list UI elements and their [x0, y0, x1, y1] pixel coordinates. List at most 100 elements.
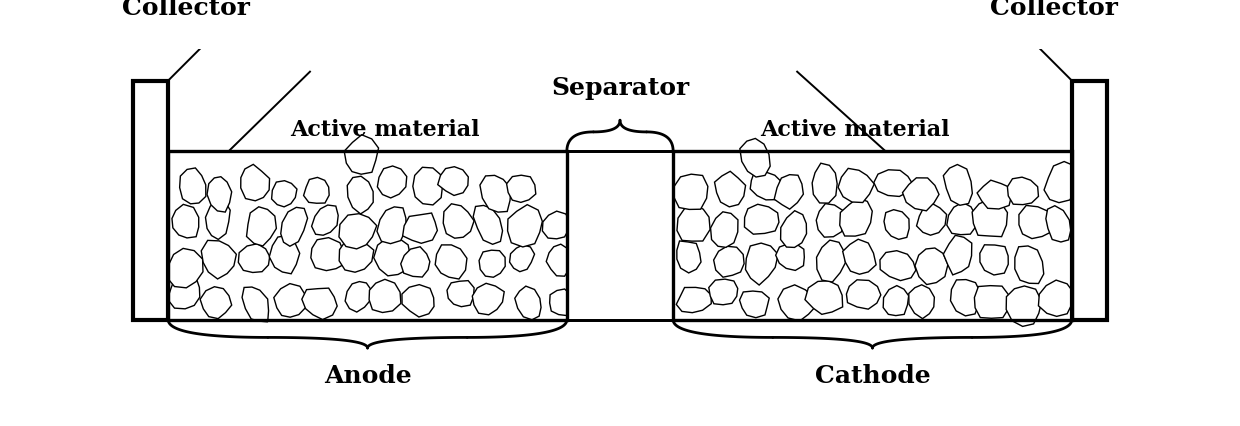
- Polygon shape: [472, 283, 505, 315]
- Polygon shape: [903, 178, 939, 211]
- Bar: [1071, 81, 1107, 320]
- Polygon shape: [805, 281, 843, 314]
- Polygon shape: [812, 163, 837, 203]
- Polygon shape: [714, 246, 744, 277]
- Polygon shape: [507, 204, 542, 247]
- Polygon shape: [446, 281, 474, 307]
- Bar: [169, 151, 567, 320]
- Polygon shape: [549, 289, 575, 316]
- Text: Separator: Separator: [551, 76, 689, 100]
- Polygon shape: [880, 250, 916, 281]
- Polygon shape: [510, 245, 534, 272]
- Polygon shape: [515, 286, 541, 320]
- Polygon shape: [781, 211, 806, 248]
- Polygon shape: [874, 170, 913, 196]
- Text: Anode: Anode: [324, 364, 412, 388]
- Polygon shape: [474, 205, 502, 244]
- Polygon shape: [201, 240, 237, 279]
- Polygon shape: [839, 198, 872, 236]
- Text: Collector: Collector: [990, 0, 1118, 20]
- Bar: [673, 151, 1071, 320]
- Polygon shape: [977, 180, 1012, 209]
- Polygon shape: [241, 164, 269, 201]
- Polygon shape: [675, 174, 708, 210]
- Polygon shape: [817, 240, 846, 282]
- Polygon shape: [709, 279, 738, 305]
- Polygon shape: [480, 176, 511, 212]
- Polygon shape: [247, 207, 277, 246]
- Polygon shape: [438, 167, 469, 196]
- Polygon shape: [909, 285, 935, 319]
- Bar: [567, 151, 673, 320]
- Bar: [169, 151, 567, 320]
- Polygon shape: [944, 164, 972, 205]
- Polygon shape: [739, 291, 769, 318]
- Polygon shape: [915, 248, 947, 285]
- Polygon shape: [1006, 286, 1042, 326]
- Polygon shape: [413, 167, 443, 205]
- Polygon shape: [167, 275, 200, 309]
- Polygon shape: [377, 207, 407, 244]
- Polygon shape: [242, 287, 269, 322]
- Polygon shape: [1007, 177, 1038, 204]
- Text: Active material: Active material: [290, 119, 480, 141]
- Polygon shape: [403, 213, 438, 243]
- Polygon shape: [311, 238, 346, 271]
- Polygon shape: [677, 205, 711, 241]
- Polygon shape: [1044, 161, 1079, 203]
- Polygon shape: [206, 200, 231, 239]
- Polygon shape: [311, 205, 339, 235]
- Bar: [133, 81, 169, 320]
- Polygon shape: [345, 135, 378, 174]
- Polygon shape: [435, 245, 467, 279]
- Polygon shape: [401, 247, 430, 277]
- Polygon shape: [373, 238, 410, 276]
- Polygon shape: [980, 245, 1008, 275]
- Polygon shape: [714, 171, 745, 207]
- Polygon shape: [1038, 280, 1074, 317]
- Text: Cathode: Cathode: [815, 364, 930, 388]
- Polygon shape: [1019, 205, 1055, 239]
- Polygon shape: [677, 241, 701, 273]
- Polygon shape: [975, 286, 1009, 318]
- Polygon shape: [377, 166, 407, 198]
- Polygon shape: [947, 202, 977, 235]
- Polygon shape: [676, 288, 712, 313]
- Polygon shape: [304, 177, 329, 203]
- Polygon shape: [744, 204, 779, 234]
- Polygon shape: [972, 200, 1007, 237]
- Polygon shape: [238, 244, 270, 273]
- Polygon shape: [838, 168, 874, 202]
- Polygon shape: [280, 207, 308, 246]
- Bar: [673, 151, 1071, 320]
- Polygon shape: [274, 284, 306, 317]
- Bar: [567, 151, 673, 320]
- Polygon shape: [951, 279, 981, 316]
- Polygon shape: [1045, 206, 1071, 242]
- Polygon shape: [547, 244, 570, 276]
- Polygon shape: [200, 287, 232, 319]
- Polygon shape: [402, 285, 434, 317]
- Polygon shape: [711, 212, 738, 248]
- Polygon shape: [479, 250, 505, 277]
- Text: Collector: Collector: [122, 0, 250, 20]
- Polygon shape: [272, 181, 296, 207]
- Polygon shape: [843, 239, 877, 274]
- Polygon shape: [347, 176, 373, 214]
- Polygon shape: [776, 244, 805, 271]
- Polygon shape: [750, 172, 782, 200]
- Polygon shape: [774, 175, 804, 209]
- Polygon shape: [301, 288, 337, 320]
- Polygon shape: [345, 282, 371, 312]
- Polygon shape: [916, 204, 946, 235]
- Polygon shape: [884, 210, 909, 239]
- Polygon shape: [740, 138, 770, 177]
- Polygon shape: [207, 177, 232, 212]
- Polygon shape: [883, 285, 909, 316]
- Polygon shape: [269, 236, 300, 274]
- Polygon shape: [172, 204, 198, 238]
- Polygon shape: [339, 214, 377, 249]
- Polygon shape: [847, 280, 880, 309]
- Polygon shape: [180, 168, 206, 204]
- Polygon shape: [1014, 246, 1044, 284]
